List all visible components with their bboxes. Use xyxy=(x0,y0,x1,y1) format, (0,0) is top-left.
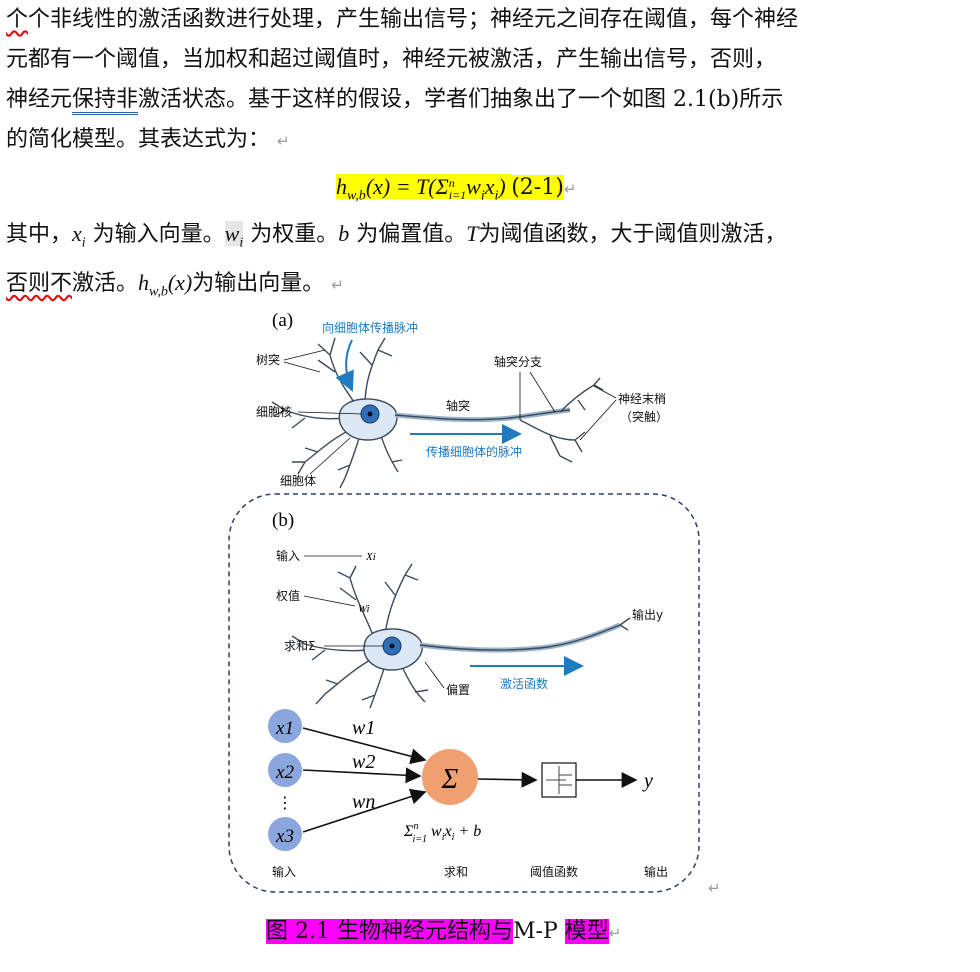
svg-text:x1: x1 xyxy=(275,718,294,739)
bottom-label-sum: 求和 xyxy=(444,865,468,879)
misspelling-mark: 否则不 xyxy=(6,271,73,297)
edge-w1 xyxy=(302,727,427,765)
input-node-x1 xyxy=(268,709,302,743)
highlighted-weight: wi xyxy=(224,221,244,251)
neuron-illustration-a xyxy=(271,337,604,489)
label-terminal: 神经末梢 xyxy=(618,391,666,406)
label-sum: 求和Σ xyxy=(284,639,316,653)
sum-formula: Σn i=1 wixi + b xyxy=(403,821,481,845)
label-input: 输入 xyxy=(276,548,300,563)
inbound-pulse-arrow xyxy=(335,339,354,392)
label-nucleus: 细胞核 xyxy=(256,405,292,419)
para1-line3: 神经元保持非激活状态。基于这样的假设，学者们抽象出了一个如图 2.1(b)所示 xyxy=(6,80,966,120)
panel-b-label: (b) xyxy=(272,510,294,531)
bottom-label-threshold: 阈值函数 xyxy=(530,864,578,879)
output-y: y xyxy=(642,770,653,792)
weight-w2: w2 xyxy=(352,751,375,773)
formula-line: hw,b(x) = T(Σ n i=1 wixi) (2-1)↵ xyxy=(336,174,577,204)
edge-w2 xyxy=(302,767,422,784)
formula-number: (2-1) xyxy=(511,175,564,200)
para2-line1: 其中，xi 为输入向量。wi 为权重。b 为偏置值。T为阈值函数，大于阈值则激活… xyxy=(6,221,787,251)
panel-a-label: (a) xyxy=(272,310,293,331)
sum-node xyxy=(422,749,478,805)
edge-wn xyxy=(302,788,427,833)
label-to-soma: 向细胞体传播脉冲 xyxy=(322,320,418,335)
step-function-icon xyxy=(546,766,572,794)
label-axon: 轴突 xyxy=(446,398,470,413)
sigma-symbol: Σ xyxy=(441,764,459,795)
vertical-ellipsis: ⋮ xyxy=(277,793,293,812)
svg-text:x2: x2 xyxy=(275,762,294,783)
label-weight-var: Wi xyxy=(358,603,370,615)
paragraph-2: 其中，xi 为输入向量。wi 为权重。b 为偏置值。T为阈值函数，大于阈值则激活… xyxy=(6,214,966,313)
label-bias: 偏置 xyxy=(446,682,470,697)
grammar-underline: 保持非 xyxy=(72,87,139,115)
panel-b-frame xyxy=(228,493,700,893)
bottom-label-input: 输入 xyxy=(272,864,296,879)
label-from-soma: 传播细胞体的脉冲 xyxy=(426,444,522,459)
label-activation: 激活函数 xyxy=(500,676,548,691)
para1-line2: 元都有一个阈值，当加权和超过阈值时，神经元被激活，产生输出信号，否则， xyxy=(6,47,777,72)
weight-w1: w1 xyxy=(352,717,375,739)
label-axon-branch: 轴突分支 xyxy=(494,354,542,369)
label-dendrite: 树突 xyxy=(256,352,280,367)
paragraph-1: 个个非线性的激活函数进行处理，产生输出信号；神经元之间存在阈值，每个神经 元都有… xyxy=(6,0,966,161)
figure-caption: 图 2.1 生物神经元结构与M-P 模型↵ xyxy=(266,919,622,944)
label-synapse: （突触） xyxy=(620,409,668,424)
return-mark-figure: ↵ xyxy=(708,879,721,897)
bottom-label-output: 输出 xyxy=(644,864,668,879)
para1-line4: 的简化模型。其表达式为： ↵ xyxy=(6,127,290,152)
label-weight: 权值 xyxy=(276,588,300,603)
formula-expression: hw,b(x) = T(Σ n i=1 wixi) xyxy=(336,174,512,204)
edge-to-threshold xyxy=(477,771,538,788)
return-mark: ↵ xyxy=(277,132,290,150)
label-output: 输出y xyxy=(632,607,663,622)
para1-line1: 个个非线性的激活函数进行处理，产生输出信号；神经元之间存在阈值，每个神经 xyxy=(6,7,799,32)
misspelling-mark: 个 xyxy=(6,7,29,32)
label-soma: 细胞体 xyxy=(280,474,316,488)
input-node-x3 xyxy=(268,817,302,851)
svg-text:x3: x3 xyxy=(275,826,294,847)
para2-line2: 否则不激活。hw,b(x)为输出向量。 ↵ xyxy=(6,270,344,300)
label-input-var: Xi xyxy=(365,551,376,563)
weight-wn: wn xyxy=(352,791,375,813)
input-node-x2 xyxy=(268,753,302,787)
